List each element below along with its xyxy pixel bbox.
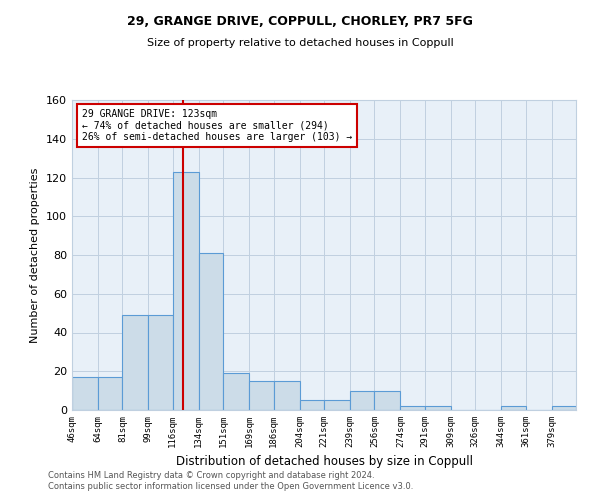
Bar <box>274 381 299 410</box>
Bar <box>223 373 249 410</box>
Bar <box>98 377 122 410</box>
Text: Size of property relative to detached houses in Coppull: Size of property relative to detached ho… <box>146 38 454 48</box>
Bar <box>400 406 425 410</box>
Text: Contains public sector information licensed under the Open Government Licence v3: Contains public sector information licen… <box>48 482 413 491</box>
Text: 29 GRANGE DRIVE: 123sqm
← 74% of detached houses are smaller (294)
26% of semi-d: 29 GRANGE DRIVE: 123sqm ← 74% of detache… <box>82 110 352 142</box>
Text: Contains HM Land Registry data © Crown copyright and database right 2024.: Contains HM Land Registry data © Crown c… <box>48 470 374 480</box>
Bar <box>374 390 400 410</box>
Bar <box>324 400 350 410</box>
Bar <box>148 315 173 410</box>
Bar <box>551 406 576 410</box>
Bar <box>425 406 451 410</box>
Bar <box>299 400 324 410</box>
Bar <box>72 377 98 410</box>
Text: 29, GRANGE DRIVE, COPPULL, CHORLEY, PR7 5FG: 29, GRANGE DRIVE, COPPULL, CHORLEY, PR7 … <box>127 15 473 28</box>
Bar <box>122 315 148 410</box>
Bar <box>350 390 374 410</box>
Bar <box>199 253 223 410</box>
Bar <box>501 406 526 410</box>
X-axis label: Distribution of detached houses by size in Coppull: Distribution of detached houses by size … <box>176 456 473 468</box>
Y-axis label: Number of detached properties: Number of detached properties <box>31 168 40 342</box>
Bar <box>173 172 199 410</box>
Bar <box>249 381 274 410</box>
